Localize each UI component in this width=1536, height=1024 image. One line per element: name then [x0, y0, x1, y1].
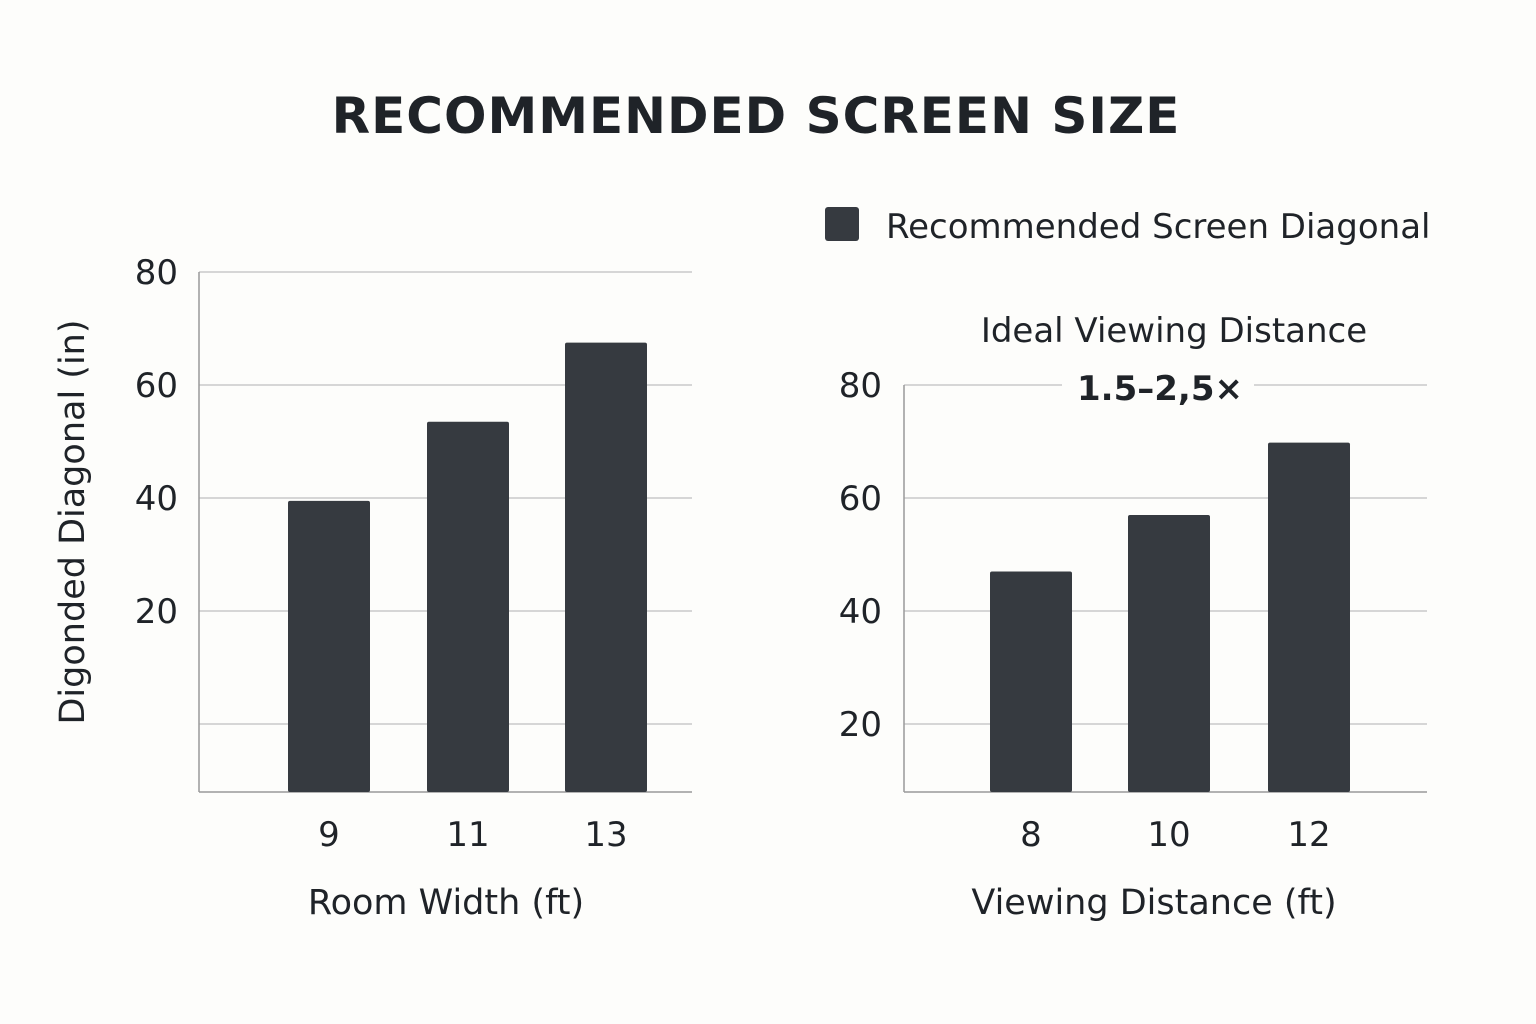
left-bars	[288, 342, 647, 792]
right-bar	[990, 571, 1072, 792]
left-y-axis-label: Digonded Diagonal (in)	[53, 319, 93, 724]
left-chart: 80 60 40 20 9 11 13 Room Width (ft) Digonded …	[53, 253, 692, 923]
legend-swatch	[825, 207, 859, 241]
annotation-line1: Ideal Viewing Distance	[981, 311, 1367, 351]
left-bar	[565, 342, 647, 792]
right-bar	[1268, 442, 1350, 792]
right-y-tick-label: 20	[839, 705, 882, 745]
left-x-axis-label: Room Width (ft)	[308, 883, 584, 923]
right-x-tick-label: 10	[1147, 815, 1190, 855]
left-y-tick-label: 60	[135, 366, 178, 406]
right-bars	[990, 442, 1350, 792]
chart-title: RECOMMENDED SCREEN SIZE	[332, 87, 1181, 145]
right-chart: 80 60 40 20 8 10 12 Ideal Viewing Distance 1.…	[839, 311, 1427, 923]
left-y-ticks: 80 60 40 20	[135, 253, 178, 632]
right-y-ticks: 80 60 40 20	[839, 366, 882, 745]
right-bar	[1128, 514, 1210, 792]
left-x-tick-label: 13	[584, 815, 627, 855]
annotation-backdrop	[1062, 366, 1254, 410]
legend: Recommended Screen Diagonal	[825, 207, 1430, 247]
left-x-ticks: 9 11 13	[318, 815, 627, 855]
right-y-tick-label: 60	[839, 479, 882, 519]
right-y-tick-label: 40	[839, 592, 882, 632]
left-y-tick-label: 80	[135, 253, 178, 293]
left-x-tick-label: 11	[446, 815, 489, 855]
left-x-tick-label: 9	[318, 815, 340, 855]
legend-label: Recommended Screen Diagonal	[886, 207, 1430, 247]
right-x-tick-label: 12	[1287, 815, 1330, 855]
right-x-ticks: 8 10 12	[1020, 815, 1330, 855]
right-x-axis-label: Viewing Distance (ft)	[971, 883, 1336, 923]
right-y-tick-label: 80	[839, 366, 882, 406]
annotation-line2: 1.5–2,5×	[1077, 369, 1243, 409]
right-x-tick-label: 8	[1020, 815, 1042, 855]
left-y-tick-label: 20	[135, 592, 178, 632]
left-bar	[427, 421, 509, 792]
left-y-tick-label: 40	[135, 479, 178, 519]
left-bar	[288, 500, 370, 792]
